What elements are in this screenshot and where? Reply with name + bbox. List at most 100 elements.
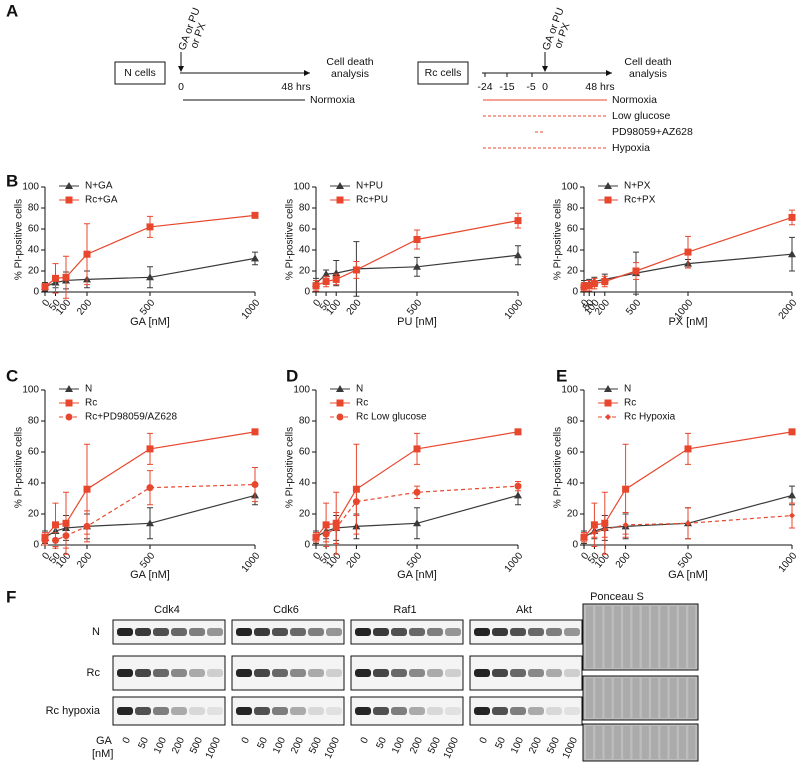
legend-label: N (356, 384, 363, 395)
lane-label: 100 (509, 735, 526, 755)
lane-label: 1000 (442, 735, 462, 760)
cell-box (417, 61, 469, 85)
x-axis-label: PU [nM] (397, 316, 437, 328)
marker (332, 524, 340, 532)
ponceau-lane (604, 726, 612, 759)
band (254, 707, 270, 715)
band (326, 707, 342, 715)
marker (41, 283, 49, 291)
marker (601, 278, 609, 285)
ponceau-lane (651, 678, 659, 718)
y-tick-label: 60 (299, 447, 311, 458)
band (272, 628, 288, 636)
band (272, 707, 288, 715)
marker (590, 280, 598, 288)
ponceau-lane (641, 726, 649, 759)
marker (322, 278, 330, 285)
y-tick-label: 0 (304, 287, 310, 298)
marker (52, 274, 59, 282)
y-tick-label: 40 (299, 478, 311, 489)
y-axis-label: % PI-positive cells (553, 199, 564, 280)
marker (604, 196, 612, 204)
band (207, 628, 223, 636)
marker (312, 282, 320, 290)
band (391, 669, 407, 677)
marker (251, 481, 259, 489)
marker (65, 413, 73, 421)
lane-label: 0 (121, 735, 134, 745)
y-tick-label: 20 (567, 266, 579, 277)
ponceau-lane (679, 678, 686, 718)
legend-label: N+PX (624, 181, 651, 192)
marker (336, 196, 344, 204)
band (528, 707, 544, 715)
band (153, 707, 169, 715)
dose-label: GA (96, 735, 113, 747)
panel-label: E (556, 366, 567, 385)
x-tick-label: 1000 (777, 550, 800, 574)
arrow-head (606, 70, 612, 76)
band (207, 669, 223, 677)
y-tick-label: 40 (28, 245, 40, 256)
band (373, 707, 389, 715)
y-axis-label: % PI-positive cells (285, 199, 296, 280)
marker (514, 428, 522, 436)
marker (604, 399, 612, 407)
x-tick-label: 500 (624, 297, 643, 317)
marker (251, 254, 259, 262)
band (290, 628, 306, 636)
y-tick-label: 40 (567, 478, 579, 489)
ponceau-lane (623, 726, 631, 759)
marker (514, 491, 522, 499)
band (135, 628, 151, 636)
dose-label: [nM] (92, 748, 113, 760)
band (528, 628, 544, 636)
band (445, 707, 461, 715)
y-tick-label: 60 (567, 224, 579, 235)
band (391, 628, 407, 636)
x-tick-label: 500 (405, 297, 424, 317)
x-tick-label: 0 (311, 297, 323, 309)
y-axis-label: % PI-positive cells (14, 427, 25, 508)
arrow-head (178, 66, 184, 72)
ponceau-lane (595, 606, 603, 668)
lane-label: 500 (426, 735, 443, 755)
x-axis-label: PX [nM] (668, 316, 707, 328)
x-axis-label: GA [nM] (397, 569, 437, 581)
marker (146, 273, 154, 281)
marker (788, 250, 796, 258)
marker (312, 533, 320, 541)
x-tick-label: 2000 (777, 297, 800, 321)
marker (41, 536, 49, 544)
x-tick-label: 500 (138, 297, 157, 317)
readout-label: analysis (629, 68, 667, 80)
y-tick-label: 100 (561, 182, 578, 193)
ponceau-lane (688, 726, 696, 759)
condition-label: Normoxia (612, 94, 657, 106)
ponceau-lane (586, 606, 593, 668)
legend-label: Rc+PD98059/AZ628 (85, 412, 177, 423)
band (290, 669, 306, 677)
band (254, 628, 270, 636)
y-tick-label: 100 (561, 385, 578, 396)
band (409, 669, 425, 677)
ponceau-lane (623, 606, 631, 668)
lane-label: 1000 (561, 735, 581, 760)
band (355, 628, 371, 636)
time-label: 48 hrs (281, 81, 310, 93)
marker (65, 182, 73, 189)
lane-label: 200 (408, 735, 425, 755)
band (546, 707, 562, 715)
legend-label: N+PU (356, 181, 383, 192)
band (189, 628, 205, 636)
y-tick-label: 100 (293, 385, 310, 396)
marker (413, 262, 421, 270)
band (474, 669, 490, 677)
y-tick-label: 80 (567, 203, 579, 214)
y-axis-label: % PI-positive cells (553, 427, 564, 508)
marker (352, 498, 360, 506)
panel-a: N cells GA or PU or PX 0 48 hrs Cell dea… (114, 6, 693, 154)
marker (146, 484, 154, 492)
x-tick-label: 200 (75, 297, 94, 317)
